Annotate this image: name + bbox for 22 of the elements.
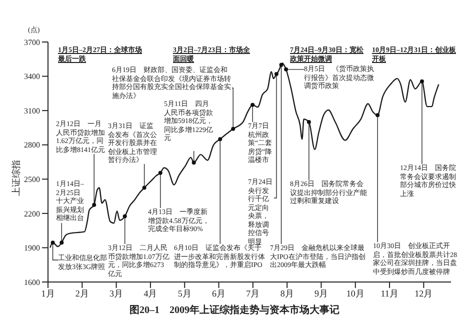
text: 图20–1 2009年上证综指走势与资本市场大事记 [128, 303, 340, 317]
y-tick-label: 1900 [24, 244, 40, 253]
x-tick-label: 3月 [110, 288, 124, 298]
x-tick-label: 11月 [380, 288, 398, 298]
x-tick-label: 9月 [314, 288, 328, 298]
x-tick-label: 1月 [41, 288, 55, 298]
y-tick-label: 2500 [24, 174, 40, 184]
y-tick-label: 3400 [24, 72, 40, 82]
x-tick-label: 4月 [144, 288, 158, 298]
y-axis-title: 上证综指 [11, 160, 21, 196]
y-tick-label: 3100 [24, 106, 40, 116]
x-tick-label: 2月 [75, 288, 89, 298]
y-tick-label: 1600 [24, 278, 40, 287]
x-tick-label: 10月 [346, 288, 364, 298]
x-tick-label: 8月 [280, 288, 294, 298]
y-tick-label: 2200 [24, 209, 40, 218]
x-tick-label: 5月 [178, 288, 192, 298]
x-tick-label: 6月 [212, 288, 226, 298]
x-tick-label: 7月 [246, 288, 260, 298]
x-tick-label: 12月 [414, 288, 433, 298]
y-tick-label: 2800 [24, 140, 40, 150]
y-tick-label: 3700 [24, 38, 40, 47]
